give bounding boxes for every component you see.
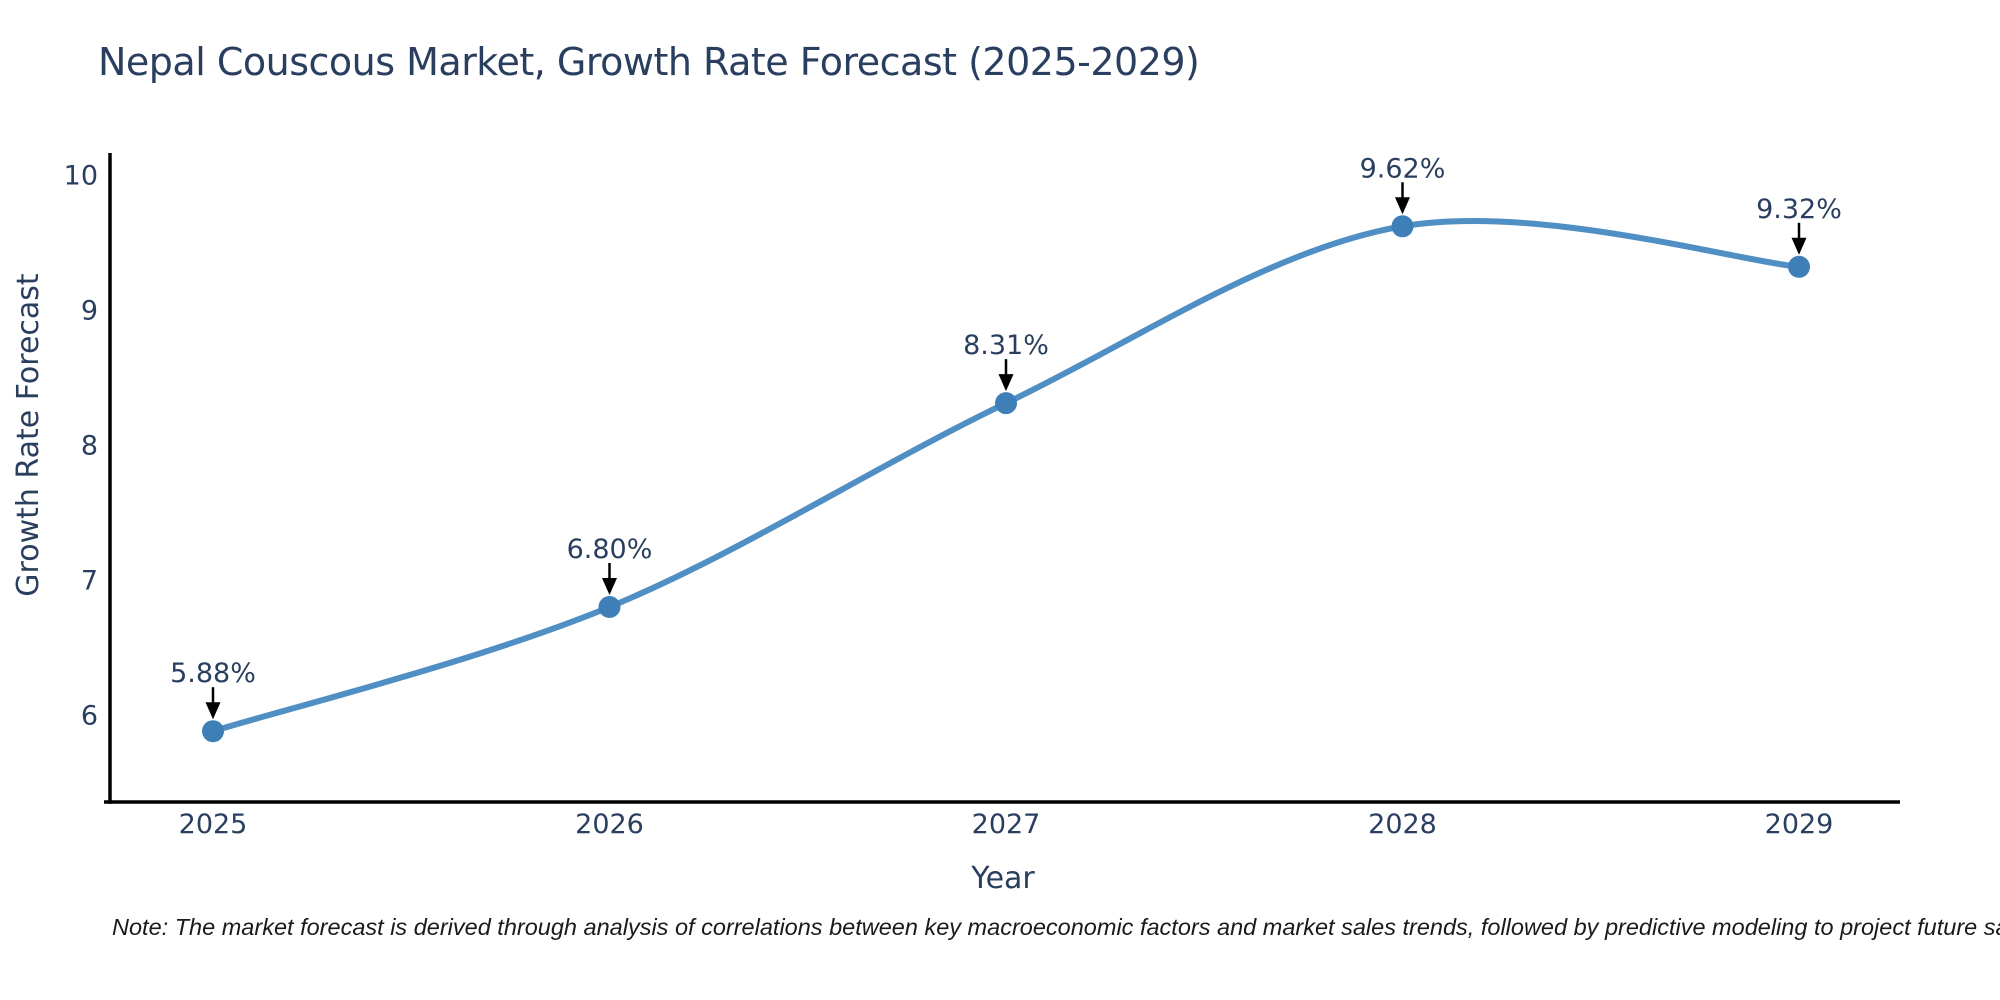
- point-annotation: 9.62%: [1360, 153, 1446, 215]
- annotation-arrowhead-icon: [1395, 197, 1410, 215]
- x-tick-label: 2027: [972, 809, 1041, 840]
- data-point-marker: [202, 720, 224, 743]
- data-point-marker: [598, 596, 621, 618]
- x-tick-label: 2028: [1368, 809, 1437, 840]
- point-annotation: 9.32%: [1756, 194, 1842, 255]
- annotation-arrowhead-icon: [205, 702, 221, 720]
- data-point-markers: [202, 215, 1810, 743]
- annotation-arrowhead-icon: [998, 374, 1014, 392]
- chart-title: Nepal Couscous Market, Growth Rate Forec…: [98, 40, 1200, 84]
- series-line: [210, 218, 1802, 735]
- x-axis-title: Year: [970, 861, 1035, 896]
- point-annotation-label: 6.80%: [567, 534, 653, 565]
- y-tick-label: 10: [64, 161, 98, 192]
- x-tick-label: 2026: [575, 809, 644, 840]
- y-tick-label: 8: [81, 431, 98, 462]
- point-annotation-label: 5.88%: [170, 658, 256, 689]
- y-tick-label: 7: [81, 566, 98, 597]
- point-annotation-label: 9.62%: [1360, 153, 1446, 184]
- annotation-arrowhead-icon: [602, 578, 617, 595]
- annotation-arrowhead-icon: [1791, 237, 1807, 255]
- point-annotation: 5.88%: [170, 658, 256, 720]
- y-tick-label: 9: [81, 296, 98, 327]
- point-annotation: 6.80%: [567, 534, 653, 595]
- x-tick-label: 2025: [179, 809, 248, 840]
- y-tick-labels: 6 7 8 9 10: [64, 161, 98, 732]
- axes: [104, 153, 1900, 804]
- point-annotation: 8.31%: [963, 330, 1049, 392]
- y-tick-label: 6: [81, 701, 98, 732]
- point-annotation-label: 8.31%: [963, 330, 1049, 361]
- point-annotations: 5.88% 6.80% 8.31% 9.62% 9.32%: [170, 153, 1842, 720]
- y-axis-title: Growth Rate Forecast: [11, 273, 46, 597]
- x-tick-label: 2029: [1765, 809, 1834, 840]
- data-point-marker: [1391, 215, 1414, 238]
- data-point-marker: [1788, 255, 1810, 278]
- x-tick-labels: 2025 2026 2027 2028 2029: [179, 809, 1834, 840]
- chart-footnote: Note: The market forecast is derived thr…: [112, 914, 2000, 940]
- point-annotation-label: 9.32%: [1756, 194, 1842, 225]
- data-point-marker: [995, 392, 1017, 415]
